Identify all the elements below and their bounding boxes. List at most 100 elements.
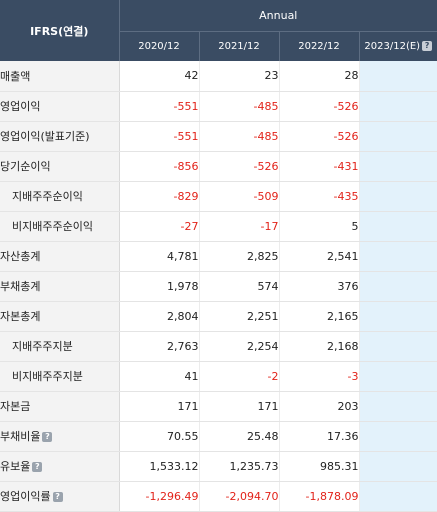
table-row: 영업이익률? -1,296.49 -2,094.70 -1,878.09 xyxy=(0,481,437,512)
estimate-cell xyxy=(359,301,437,332)
value-cell: 5 xyxy=(279,211,360,242)
value-cell: -526 xyxy=(279,121,360,152)
value-cell: -17 xyxy=(199,211,280,242)
header-label: IFRS(연결) xyxy=(0,0,120,61)
estimate-cell xyxy=(359,391,437,422)
header-year-1: 2021/12 xyxy=(199,31,280,61)
table-row: 자본금 171 171 203 xyxy=(0,391,437,422)
table-row: 유보율? 1,533.12 1,235.73 985.31 xyxy=(0,451,437,482)
estimate-cell xyxy=(359,451,437,482)
question-mark-icon[interactable]: ? xyxy=(42,432,53,442)
value-cell: 2,165 xyxy=(279,301,360,332)
value-cell: -27 xyxy=(119,211,200,242)
row-label: 지배주주지분 xyxy=(0,331,120,362)
value-cell: 28 xyxy=(279,61,360,92)
value-cell: 25.48 xyxy=(199,421,280,452)
table-row: 매출액 42 23 28 xyxy=(0,61,437,92)
estimate-cell xyxy=(359,421,437,452)
value-cell: 42 xyxy=(119,61,200,92)
table-row: 영업이익 -551 -485 -526 xyxy=(0,91,437,122)
estimate-cell xyxy=(359,211,437,242)
estimate-cell xyxy=(359,271,437,302)
table-row: 비지배주주지분 41 -2 -3 xyxy=(0,361,437,392)
value-cell: -431 xyxy=(279,151,360,182)
table-row: 자산총계 4,781 2,825 2,541 xyxy=(0,241,437,272)
value-cell: 2,251 xyxy=(199,301,280,332)
estimate-cell xyxy=(359,61,437,92)
value-cell: 2,763 xyxy=(119,331,200,362)
value-cell: 1,978 xyxy=(119,271,200,302)
value-cell: 2,541 xyxy=(279,241,360,272)
table-row: 지배주주순이익 -829 -509 -435 xyxy=(0,181,437,212)
value-cell: 376 xyxy=(279,271,360,302)
value-cell: 171 xyxy=(199,391,280,422)
question-mark-icon[interactable]: ? xyxy=(422,40,433,51)
value-cell: -485 xyxy=(199,91,280,122)
estimate-cell xyxy=(359,241,437,272)
header-years: 2020/12 2021/12 2022/12 2023/12(E)? xyxy=(0,31,437,61)
value-cell: 2,825 xyxy=(199,241,280,272)
value-cell: -551 xyxy=(119,91,200,122)
estimate-cell xyxy=(359,331,437,362)
value-cell: 2,168 xyxy=(279,331,360,362)
value-cell: 2,254 xyxy=(199,331,280,362)
row-label: 지배주주순이익 xyxy=(0,181,120,212)
row-label: 비지배주주순이익 xyxy=(0,211,120,242)
table-row: 비지배주주순이익 -27 -17 5 xyxy=(0,211,437,242)
estimate-cell xyxy=(359,151,437,182)
value-cell: 203 xyxy=(279,391,360,422)
value-cell: 985.31 xyxy=(279,451,360,482)
value-cell: -3 xyxy=(279,361,360,392)
row-label: 영업이익(발표기준) xyxy=(0,121,120,152)
value-cell: 17.36 xyxy=(279,421,360,452)
value-cell: 2,804 xyxy=(119,301,200,332)
row-label: 유보율? xyxy=(0,451,120,482)
value-cell: 1,235.73 xyxy=(199,451,280,482)
value-cell: -551 xyxy=(119,121,200,152)
estimate-cell xyxy=(359,91,437,122)
value-cell: -856 xyxy=(119,151,200,182)
value-cell: -1,878.09 xyxy=(279,481,360,512)
estimate-cell xyxy=(359,361,437,392)
value-cell: -1,296.49 xyxy=(119,481,200,512)
value-cell: -485 xyxy=(199,121,280,152)
table-row: 지배주주지분 2,763 2,254 2,168 xyxy=(0,331,437,362)
row-label: 부채비율? xyxy=(0,421,120,452)
value-cell: 41 xyxy=(119,361,200,392)
header-year-3: 2023/12(E)? xyxy=(359,31,437,61)
value-cell: -526 xyxy=(199,151,280,182)
value-cell: -829 xyxy=(119,181,200,212)
value-cell: -435 xyxy=(279,181,360,212)
table-row: 영업이익(발표기준) -551 -485 -526 xyxy=(0,121,437,152)
row-label: 자본총계 xyxy=(0,301,120,332)
value-cell: -2 xyxy=(199,361,280,392)
value-cell: 4,781 xyxy=(119,241,200,272)
estimate-cell xyxy=(359,181,437,212)
estimate-cell xyxy=(359,481,437,512)
value-cell: -509 xyxy=(199,181,280,212)
table-row: 부채총계 1,978 574 376 xyxy=(0,271,437,302)
header-annual: Annual xyxy=(119,0,437,32)
value-cell: 171 xyxy=(119,391,200,422)
table-header: IFRS(연결) Annual 2020/12 2021/12 2022/12 202… xyxy=(0,0,437,61)
value-cell: 574 xyxy=(199,271,280,302)
value-cell: 1,533.12 xyxy=(119,451,200,482)
row-label: 매출액 xyxy=(0,61,120,92)
value-cell: -2,094.70 xyxy=(199,481,280,512)
table-row: 부채비율? 70.55 25.48 17.36 xyxy=(0,421,437,452)
row-label: 당기순이익 xyxy=(0,151,120,182)
header-year-0: 2020/12 xyxy=(119,31,200,61)
row-label: 부채총계 xyxy=(0,271,120,302)
row-label: 비지배주주지분 xyxy=(0,361,120,392)
row-label: 자산총계 xyxy=(0,241,120,272)
header-year-2: 2022/12 xyxy=(279,31,360,61)
table-body: 매출액 42 23 28 영업이익 -551 -485 -526 영업이익(발표기준) -551-… xyxy=(0,61,437,512)
table-row: 자본총계 2,804 2,251 2,165 xyxy=(0,301,437,332)
value-cell: 23 xyxy=(199,61,280,92)
value-cell: -526 xyxy=(279,91,360,122)
question-mark-icon[interactable]: ? xyxy=(52,492,63,502)
row-label: 영업이익 xyxy=(0,91,120,122)
row-label: 영업이익률? xyxy=(0,481,120,512)
question-mark-icon[interactable]: ? xyxy=(32,462,43,472)
